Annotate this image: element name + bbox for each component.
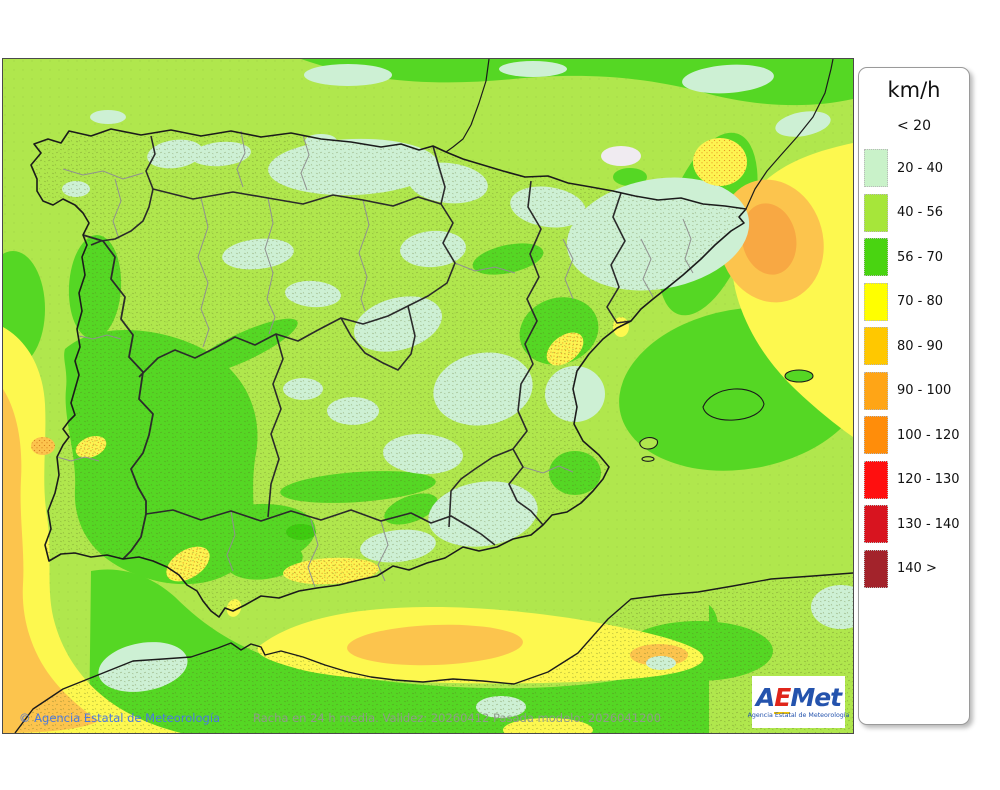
legend-item: 130 - 140: [859, 502, 969, 547]
menorca-island: [784, 369, 814, 383]
legend-swatch: [864, 149, 888, 188]
legend-item: 20 - 40: [859, 146, 969, 191]
logo-letters-met: Met: [790, 683, 842, 712]
legend-item: 120 - 130: [859, 458, 969, 503]
wind-gust-map-svg: [3, 59, 853, 733]
africa-coastline: [14, 572, 853, 733]
legend-range-label: 140 >: [897, 561, 937, 577]
legend-panel: km/h < 20 20 - 40 40 - 56 56 - 70 70 - 8…: [858, 67, 970, 725]
legend-swatch: [864, 505, 888, 544]
legend-item: 100 - 120: [859, 413, 969, 458]
map-panel: © Agencia Estatal de Meteorología Racha …: [2, 58, 854, 734]
logo-letter-e: E: [774, 683, 791, 714]
contour-regions-80-100: [3, 179, 824, 733]
aemet-logo-subtitle: Agencia Estatal de Meteorología: [747, 712, 850, 719]
coastlines: [14, 59, 853, 733]
formentera-island: [641, 456, 655, 462]
legend-swatch: [864, 238, 888, 277]
legend-swatch: [864, 416, 888, 455]
legend-range-label: 130 - 140: [897, 516, 960, 532]
legend-swatch: [864, 549, 888, 588]
legend-below-threshold-label: < 20: [897, 118, 931, 134]
france-atlantic-coastline: [445, 59, 490, 153]
legend-swatch: [864, 193, 888, 232]
legend-item: 40 - 56: [859, 191, 969, 236]
legend-rows: 20 - 40 40 - 56 56 - 70 70 - 80 80 - 90 …: [859, 146, 969, 591]
legend-range-label: 80 - 90: [897, 338, 944, 354]
legend-range-label: 20 - 40: [897, 160, 944, 176]
legend-swatch: [864, 371, 888, 410]
legend-title: km/h: [887, 78, 941, 102]
legend-swatch: [864, 460, 888, 499]
balearic-islands: [639, 369, 814, 462]
mallorca-island: [702, 388, 765, 421]
legend-item: 80 - 90: [859, 324, 969, 369]
logo-letter-a: A: [755, 683, 775, 712]
legend-item: 140 >: [859, 547, 969, 592]
legend-range-label: 90 - 100: [897, 383, 952, 399]
copyright-text: © Agencia Estatal de Meteorología: [19, 711, 221, 725]
model-run-info-text: Racha en 24 h media. Validez: 20260412 P…: [253, 711, 662, 725]
legend-range-label: 70 - 80: [897, 294, 944, 310]
legend-item: 90 - 100: [859, 369, 969, 414]
legend-range-label: 100 - 120: [897, 427, 960, 443]
legend-swatch: [864, 282, 888, 321]
ibiza-island: [639, 437, 659, 450]
aemet-logo: AEMet Agencia Estatal de Meteorología: [748, 676, 849, 728]
france-mediterranean-coastline: [745, 59, 834, 210]
contour-spot-below-20: [601, 146, 641, 166]
legend-item: 56 - 70: [859, 235, 969, 280]
legend-swatch: [864, 327, 888, 366]
aemet-logo-wordmark: AEMet: [755, 683, 842, 714]
legend-range-label: 56 - 70: [897, 249, 944, 265]
legend-item: 70 - 80: [859, 280, 969, 325]
legend-range-label: 120 - 130: [897, 472, 960, 488]
region-borders: [82, 135, 632, 560]
legend-range-label: 40 - 56: [897, 205, 944, 221]
